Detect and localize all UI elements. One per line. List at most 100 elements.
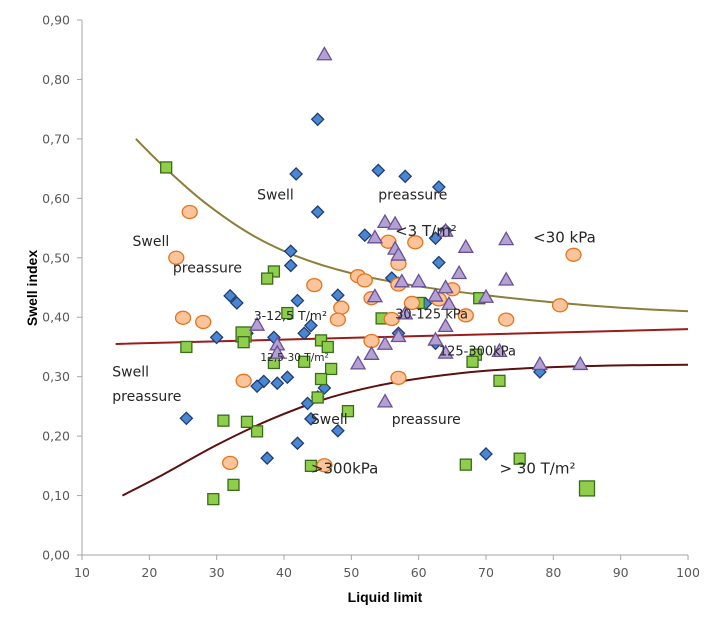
chart-annotation: > 30 T/m²	[499, 460, 575, 478]
chart-annotation: 12,5-30 T/m²	[260, 352, 328, 364]
diamond-point	[223, 288, 238, 303]
diamond-point	[310, 112, 325, 127]
circle-point	[407, 235, 424, 250]
triangle-point	[450, 264, 468, 280]
triangle-point	[437, 279, 454, 294]
diamond-point	[297, 326, 312, 341]
triangle-point	[457, 238, 474, 253]
y-tick-label: 0,70	[42, 131, 70, 146]
y-axis-title: Swell index	[24, 250, 40, 326]
square-point	[341, 404, 355, 418]
chart-annotation: preassure	[392, 412, 461, 428]
circle-point	[390, 370, 407, 386]
square-point	[513, 452, 526, 465]
chart-annotation: Swell	[133, 234, 170, 250]
triangle-point	[498, 231, 515, 246]
square-point	[281, 306, 294, 320]
triangle-point	[316, 46, 333, 61]
square-point	[466, 355, 479, 368]
diamond-point	[179, 411, 194, 426]
chart-annotation: preassure	[173, 261, 242, 277]
diamond-point	[479, 447, 493, 461]
diamond-point	[283, 258, 298, 273]
triangle-point	[427, 331, 444, 346]
diamond-point	[357, 228, 372, 243]
circle-point	[498, 312, 515, 327]
chart-annotation: <3 T/m²	[395, 222, 457, 240]
diamond-point	[431, 180, 446, 194]
triangle-point	[349, 355, 367, 370]
diamond-point	[209, 330, 224, 345]
circle-point	[306, 277, 323, 293]
y-tick-label: 0,40	[42, 310, 70, 325]
diamond-point	[398, 169, 413, 184]
circle-point	[195, 314, 212, 330]
triangle-point	[572, 355, 589, 371]
circle-point	[329, 312, 347, 327]
chart-annotation: Swell	[311, 412, 348, 428]
triangle-point	[437, 222, 454, 237]
y-tick-label: 0,60	[42, 191, 70, 206]
square-point	[459, 458, 472, 471]
diamond-point	[290, 293, 305, 308]
square-point	[578, 480, 596, 497]
chart-annotation: Swell	[112, 365, 149, 381]
circle-point	[168, 250, 185, 265]
circle-point	[333, 300, 350, 315]
chart-annotation: 125-300kPa	[439, 344, 516, 359]
y-tick-label: 0,00	[42, 548, 70, 563]
y-ticks: 0,00 0,10 0,20 0,30 0,40 0,50 0,60 0,70 0,80 0,90	[42, 13, 82, 563]
circle-point	[235, 373, 252, 388]
chart-annotation: <30 kPa	[533, 228, 596, 246]
triangle-point	[390, 327, 407, 343]
triangle-point	[437, 344, 454, 359]
triangle-point	[491, 342, 508, 358]
axes: 0,00 0,10 0,20 0,30 0,40 0,50 0,60 0,70 0,80 0,90…	[42, 13, 700, 581]
diamond-point	[431, 255, 446, 270]
triangle-point	[498, 271, 515, 286]
diamond-point	[330, 423, 345, 438]
x-axis-title: Liquid limit	[348, 589, 423, 605]
triangle-point	[363, 345, 380, 360]
annotations: Swell preassure<3 T/m² <30 kPaSwellpreassu…	[112, 188, 596, 478]
x-tick-label: 20	[141, 565, 157, 580]
x-tick-label: 40	[276, 565, 292, 580]
y-tick-label: 0,80	[42, 72, 70, 87]
chart-annotation: preassure	[112, 389, 181, 405]
x-tick-label: 80	[545, 565, 561, 580]
x-tick-label: 50	[343, 565, 359, 580]
square-point	[237, 336, 250, 349]
data-points	[160, 46, 596, 506]
diamond-point	[304, 318, 318, 333]
lower-boundary-curve	[121, 363, 689, 497]
chart-annotation: 3-12,5 T/m²	[254, 308, 327, 323]
triangle-point	[410, 273, 427, 288]
triangle-point	[376, 213, 394, 229]
chart-annotation: 30-125 kPa	[395, 307, 468, 322]
square-point	[324, 362, 338, 376]
diamond-point	[371, 163, 386, 178]
diamond-point	[283, 244, 298, 259]
circle-point	[457, 308, 474, 323]
diamond-point	[304, 411, 318, 426]
triangle-point	[366, 229, 384, 244]
circle-point	[316, 458, 333, 473]
square-point	[267, 265, 281, 278]
y-tick-label: 0,90	[42, 13, 70, 28]
triangle-point	[531, 355, 548, 371]
square-point	[321, 340, 334, 354]
triangle-point	[397, 305, 414, 320]
triangle-point	[376, 393, 394, 408]
circle-point	[356, 273, 373, 288]
triangle-point	[269, 344, 286, 359]
circle-point	[181, 204, 198, 220]
y-tick-label: 0,50	[42, 250, 70, 265]
diamond-point	[330, 288, 345, 303]
square-point	[493, 374, 506, 387]
chart-annotation: preassure	[378, 188, 447, 204]
square-point	[261, 272, 274, 285]
triangle-point	[437, 317, 454, 333]
circle-point	[403, 295, 421, 311]
square-point	[314, 372, 328, 386]
